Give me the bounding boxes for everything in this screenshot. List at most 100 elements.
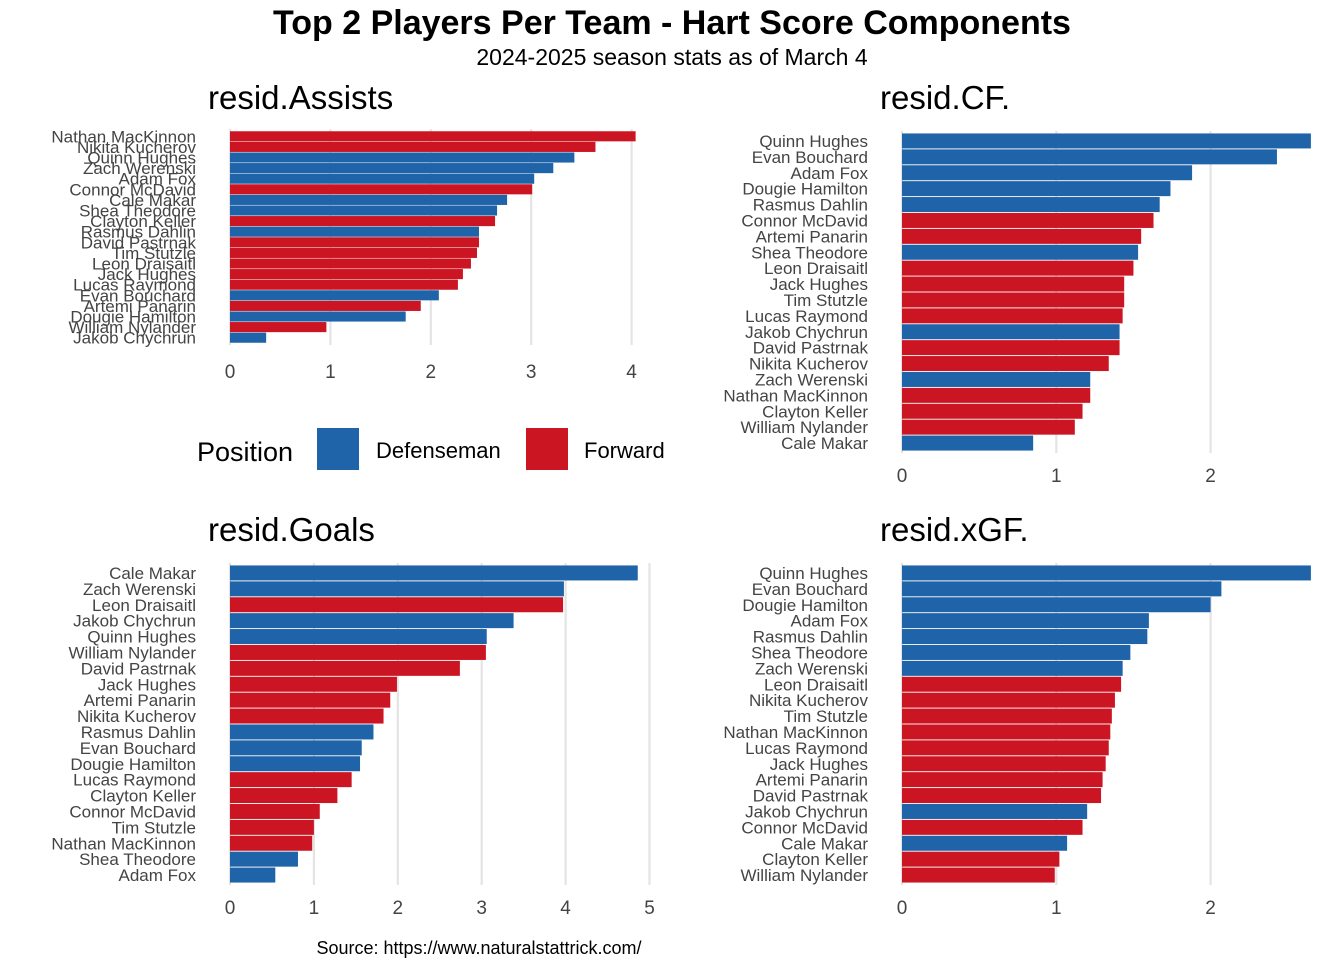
bar-zach-werenski [902,660,1123,676]
bar-connor-mcdavid [902,212,1154,228]
bar-nikita-kucherov [902,356,1109,372]
bar-nikita-kucherov [902,692,1115,708]
bar-connor-mcdavid [902,819,1083,835]
panel-title: resid.Goals [208,511,375,548]
y-tick-label: Jack Hughes [98,265,196,284]
legend-swatch-forward [526,428,568,470]
y-tick-label: Lucas Raymond [73,276,196,295]
y-tick-label: Cale Makar [109,191,196,210]
bar-jack-hughes [902,276,1125,292]
bar-clayton-keller [230,788,338,804]
bar-david-pastrnak [230,660,460,676]
y-tick-label: Clayton Keller [90,212,196,231]
legend-label-forward: Forward [584,438,665,463]
y-tick-label: Jack Hughes [98,675,196,694]
x-tick-label: 1 [325,362,336,383]
bar-nathan-mackinnon [230,131,636,142]
panel-title: resid.Assists [208,79,393,116]
bar-artemi-panarin [230,692,391,708]
bar-leon-draisaitl [230,597,564,613]
y-tick-label: Nikita Kucherov [749,691,869,710]
y-tick-label: Dougie Hamilton [742,596,868,615]
y-tick-label: Cale Makar [781,434,868,453]
bar-david-pastrnak [902,340,1120,356]
bar-quinn-hughes [902,565,1311,581]
legend-swatch-defenseman [317,428,359,470]
bar-tim-stutzle [230,247,477,258]
y-tick-label: Adam Fox [791,164,869,183]
y-tick-label: Nikita Kucherov [749,355,869,374]
y-tick-label: Shea Theodore [751,643,868,662]
y-tick-label: Rasmus Dahlin [753,628,868,647]
y-tick-label: William Nylander [740,418,868,437]
legend: Position Defenseman Forward [197,428,665,470]
y-tick-label: David Pastrnak [81,659,197,678]
panel-resid-assists: resid.Assists 0 1 2 3 4 Nathan MacKinnonNikita… [51,79,637,383]
x-tick-label: 3 [476,898,487,919]
bar-evan-bouchard [902,149,1277,165]
y-tick-label: Quinn Hughes [759,132,868,151]
y-tick-label: Shea Theodore [79,202,196,221]
bar-rasmus-dahlin [230,724,374,740]
y-tick-label: Jakob Chychrun [73,329,196,348]
bar-tim-stutzle [902,292,1125,308]
y-tick-label: William Nylander [740,866,868,885]
y-tick-label: Evan Bouchard [80,286,196,305]
bar-quinn-hughes [230,152,575,163]
x-tick-label: 0 [225,362,236,383]
y-tick-label: Connor McDavid [741,211,868,230]
bar-lucas-raymond [902,308,1123,324]
x-tick-label: 1 [1051,466,1062,487]
y-tick-label: Cale Makar [109,564,196,583]
y-tick-label: Jack Hughes [770,755,868,774]
bar-cale-makar [230,194,508,205]
bar-zach-werenski [902,371,1091,387]
bar-jack-hughes [230,676,397,692]
bar-clayton-keller [902,851,1060,867]
y-tick-label: Quinn Hughes [759,564,868,583]
bar-connor-mcdavid [230,184,533,195]
x-tick-label: 1 [1051,898,1062,919]
bar-clayton-keller [902,403,1083,419]
bar-jack-hughes [902,756,1106,772]
y-tick-label: Leon Draisaitl [92,255,196,274]
bar-william-nylander [230,644,486,660]
y-tick-label: Leon Draisaitl [92,596,196,615]
y-tick-label: Nathan MacKinnon [723,386,868,405]
bar-nathan-mackinnon [902,724,1111,740]
bar-lucas-raymond [230,279,458,290]
y-tick-label: David Pastrnak [753,339,869,358]
y-tick-label: Leon Draisaitl [764,675,868,694]
y-tick-label: Artemi Panarin [756,227,868,246]
x-tick-label: 0 [897,466,908,487]
bar-dougie-hamilton [230,311,406,322]
y-tick-label: Jack Hughes [770,275,868,294]
bar-leon-draisaitl [902,676,1122,692]
x-tick-label: 1 [309,898,320,919]
bar-artemi-panarin [902,772,1103,788]
bar-david-pastrnak [902,788,1102,804]
chart-subtitle: 2024-2025 season stats as of March 4 [476,44,867,70]
y-tick-label: Artemi Panarin [84,297,196,316]
bar-jakob-chychrun [902,324,1120,340]
y-tick-label: Jakob Chychrun [73,612,196,631]
y-tick-label: Tim Stutzle [784,707,868,726]
bar-zach-werenski [230,163,554,174]
x-tick-label: 5 [644,898,655,919]
bar-artemi-panarin [902,228,1142,244]
y-tick-label: Dougie Hamilton [742,180,868,199]
bar-zach-werenski [230,581,564,597]
x-tick-label: 3 [526,362,537,383]
bar-evan-bouchard [230,740,362,756]
bar-nathan-mackinnon [230,835,313,851]
y-tick-label: Evan Bouchard [752,580,868,599]
y-tick-label: Connor McDavid [69,802,196,821]
bar-rasmus-dahlin [902,629,1148,645]
x-tick-label: 2 [1205,898,1216,919]
bar-william-nylander [902,867,1055,883]
